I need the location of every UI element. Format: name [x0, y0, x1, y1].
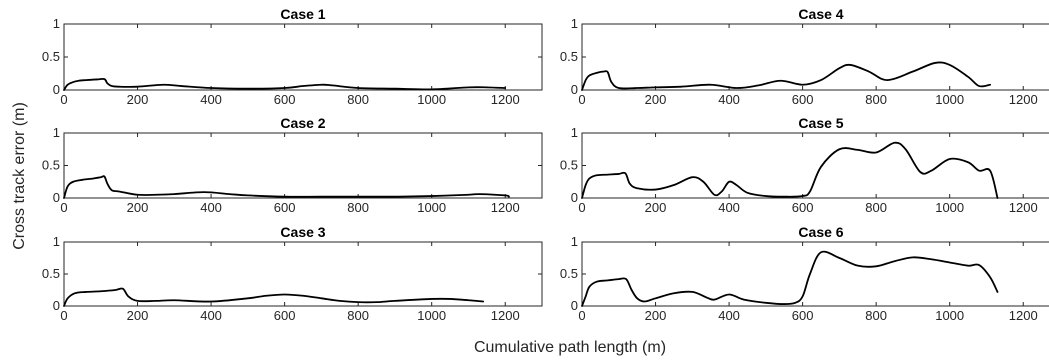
x-tick-label: 800	[347, 308, 369, 323]
x-tick-label: 400	[718, 308, 740, 323]
x-tick-label: 1000	[417, 200, 446, 215]
y-tick-label: 0.5	[42, 266, 60, 281]
axes-box	[581, 23, 1049, 91]
x-tick-label: 200	[645, 92, 667, 107]
x-tick-label: 1000	[935, 200, 964, 215]
x-tick-label: 0	[60, 200, 67, 215]
x-tick-label: 200	[127, 200, 149, 215]
x-tick-label: 800	[865, 308, 887, 323]
y-axis-label: Cross track error (m)	[11, 102, 28, 250]
chart-panel-3: Case 3 0 200 400 600 800 1000 1200 0 0.5 1	[42, 224, 543, 323]
y-tick-label: 0.5	[42, 49, 60, 64]
x-tick-label: 1200	[491, 308, 520, 323]
chart-panel-1: Case 1 0 200 400 600 800 1000 1200 0 0.5 1	[42, 6, 543, 107]
y-tick-label: 0	[571, 190, 578, 205]
x-tick-label: 1000	[417, 92, 446, 107]
x-tick-label: 1200	[1009, 92, 1038, 107]
chart-panel-5: Case 5 0 200 400 600 800 1000 1200 0 0.5 1	[560, 115, 1049, 215]
x-tick-label: 0	[578, 92, 585, 107]
x-tick-label: 200	[645, 200, 667, 215]
chart-panel-2: Case 2 0 200 400 600 800 1000 1200 0 0.5 1	[42, 115, 543, 215]
x-tick-label: 1200	[491, 92, 520, 107]
x-tick-label: 200	[127, 308, 149, 323]
x-tick-label: 1200	[1009, 308, 1038, 323]
axes-box	[63, 23, 543, 91]
x-tick-label: 800	[865, 92, 887, 107]
x-tick-label: 1000	[935, 308, 964, 323]
y-tick-label: 0.5	[560, 158, 578, 173]
x-tick-label: 1000	[935, 92, 964, 107]
x-tick-label: 0	[578, 200, 585, 215]
chart-title: Case 4	[798, 6, 843, 22]
x-tick-label: 800	[865, 200, 887, 215]
series-line	[63, 175, 510, 199]
x-tick-label: 800	[347, 92, 369, 107]
x-tick-label: 600	[792, 200, 814, 215]
chart-title: Case 1	[280, 6, 325, 22]
axes-box	[581, 132, 1049, 199]
y-tick-label: 0.5	[560, 266, 578, 281]
axes-box	[581, 241, 1049, 307]
series-line	[63, 287, 485, 307]
x-tick-label: 400	[718, 92, 740, 107]
y-tick-label: 0	[571, 298, 578, 313]
chart-panel-6: Case 6 0 200 400 600 800 1000 1200 0 0.5 1	[560, 224, 1049, 323]
x-tick-label: 600	[792, 308, 814, 323]
x-tick-label: 600	[274, 92, 296, 107]
axes-box	[63, 132, 543, 199]
series-line	[581, 141, 999, 199]
x-tick-label: 600	[792, 92, 814, 107]
x-tick-label: 600	[274, 200, 296, 215]
x-tick-label: 400	[200, 200, 222, 215]
x-tick-label: 200	[127, 92, 149, 107]
x-tick-label: 200	[645, 308, 667, 323]
y-tick-label: 0	[53, 82, 60, 97]
chart-panel-4: Case 4 0 200 400 600 800 1000 1200 0 0.5 1	[560, 6, 1049, 107]
y-tick-label: 0	[53, 190, 60, 205]
x-tick-label: 1200	[491, 200, 520, 215]
y-tick-label: 1	[571, 234, 578, 249]
y-tick-label: 1	[53, 234, 60, 249]
x-tick-label: 400	[200, 92, 222, 107]
x-tick-label: 1200	[1009, 200, 1038, 215]
y-tick-label: 1	[53, 16, 60, 31]
y-tick-label: 0	[571, 82, 578, 97]
y-tick-label: 0	[53, 298, 60, 313]
y-tick-label: 1	[571, 16, 578, 31]
x-tick-label: 0	[578, 308, 585, 323]
y-tick-label: 0.5	[42, 158, 60, 173]
x-tick-label: 1000	[417, 308, 446, 323]
series-line	[63, 77, 507, 91]
x-tick-label: 400	[718, 200, 740, 215]
x-axis-label: Cumulative path length (m)	[474, 339, 666, 356]
y-tick-label: 1	[53, 125, 60, 140]
x-tick-label: 0	[60, 308, 67, 323]
y-tick-label: 0.5	[560, 49, 578, 64]
chart-title: Case 6	[798, 224, 843, 240]
x-tick-label: 0	[60, 92, 67, 107]
chart-title: Case 5	[798, 115, 843, 131]
series-line	[581, 61, 992, 91]
y-tick-label: 1	[571, 125, 578, 140]
x-tick-label: 600	[274, 308, 296, 323]
series-line	[581, 250, 999, 307]
chart-title: Case 2	[280, 115, 325, 131]
x-tick-label: 400	[200, 308, 222, 323]
x-tick-label: 800	[347, 200, 369, 215]
chart-title: Case 3	[280, 224, 325, 240]
